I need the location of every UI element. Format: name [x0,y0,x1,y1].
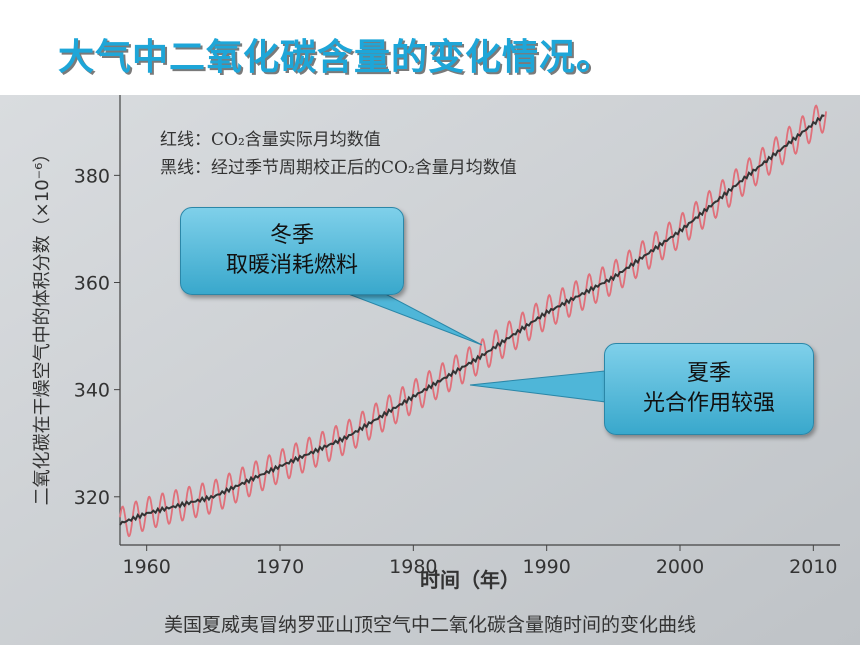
winter-callout-text: 取暖消耗燃料 [225,253,358,278]
summer-callout-text: 光合作用较强 [642,391,775,416]
winter-callout: 冬季 取暖消耗燃料 [180,207,404,295]
x-tick-label: 1970 [256,556,304,578]
slide-title: 大气中二氧化碳含量的变化情况。 [58,37,614,78]
y-tick-label: 380 [74,165,110,187]
x-tick-label: 1980 [389,556,437,578]
summer-callout-title: 夏季 [686,361,731,386]
chart-photo: 320 340 360 380 1960 1970 1980 1990 2000 2010 二氧化… [0,95,860,645]
series-red-line [119,104,827,538]
x-tick-label: 1990 [522,556,570,578]
y-tick-label: 340 [74,380,110,402]
x-tick-label: 2010 [789,556,837,578]
legend-red-line: 红线：CO₂含量实际月均数值 [160,130,381,150]
figure-caption: 美国夏威夷冒纳罗亚山顶空气中二氧化碳含量随时间的变化曲线 [163,614,696,636]
legend-black-line: 黑线：经过季节周期校正后的CO₂含量月均数值 [160,158,517,178]
x-tick-label: 2000 [656,556,704,578]
summer-callout: 夏季 光合作用较强 [604,343,814,435]
y-tick-label: 320 [74,487,110,509]
winter-callout-title: 冬季 [269,223,314,248]
series-black-line [119,114,825,526]
plot-area: 320 340 360 380 1960 1970 1980 1990 2000 2010 [74,95,840,578]
x-tick-label: 1960 [122,556,170,578]
y-tick-label: 360 [74,273,110,295]
y-axis-label: 二氧化碳在干燥空气中的体积分数（×10⁻⁶） [32,145,53,506]
x-axis-label: 时间（年） [420,568,520,592]
